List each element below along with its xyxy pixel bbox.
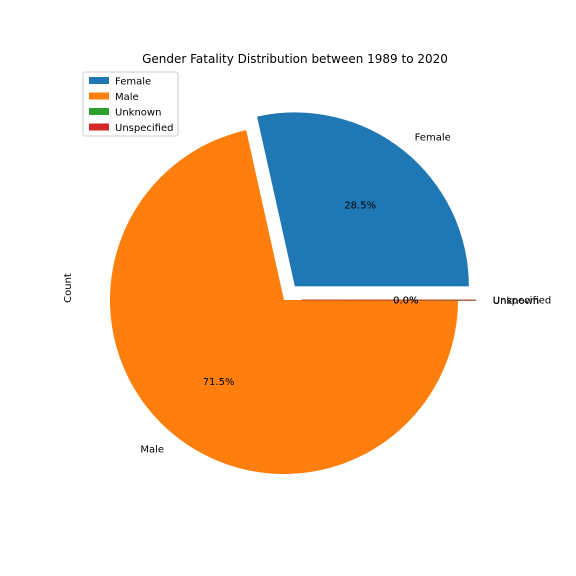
legend-swatch-male — [89, 92, 109, 100]
legend-frame — [82, 71, 179, 137]
slice-label-male: Male — [140, 445, 164, 456]
pie-slice-labels: Female 28.5% Male 71.5% Unknown 0.0% Unspecifi… — [140, 133, 551, 456]
chart-legend: Female Male Unknown Unspecified — [82, 71, 179, 137]
slice-label-unspecified: Unspecified — [493, 296, 551, 307]
legend-label-unspecified: Unspecified — [115, 123, 173, 134]
slice-percent-female: 28.5% — [344, 200, 376, 211]
chart-title: Gender Fatality Distribution between 198… — [142, 52, 448, 66]
slice-label-female: Female — [415, 133, 451, 144]
legend-swatch-unknown — [89, 108, 109, 115]
slice-percent-unspecified: 0.0% — [393, 296, 418, 307]
legend-swatch-unspecified — [89, 123, 109, 131]
slice-percent-unknown: 0.0% — [393, 296, 418, 307]
legend-swatch-female — [89, 77, 109, 84]
pie-slices — [110, 112, 476, 475]
y-axis-label: Count — [63, 273, 74, 303]
legend-label-unknown: Unknown — [115, 108, 161, 119]
slice-percent-male: 71.5% — [203, 377, 235, 388]
legend-label-female: Female — [115, 77, 151, 88]
pie-slice-male — [110, 130, 458, 475]
pie-slice-female — [257, 112, 469, 287]
legend-label-male: Male — [115, 92, 139, 103]
slice-label-unknown: Unknown — [493, 296, 539, 307]
